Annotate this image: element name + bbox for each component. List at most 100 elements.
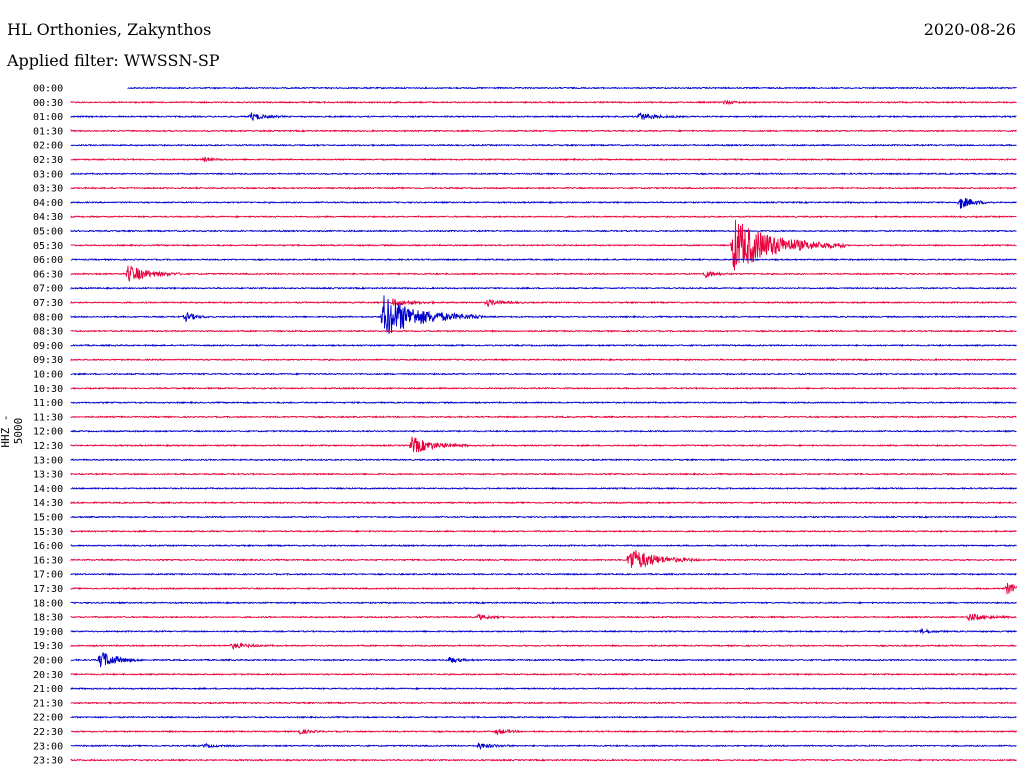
seismic-trace-2300	[70, 742, 1017, 751]
seismic-trace-1030	[70, 386, 1017, 390]
seismic-trace-1800	[70, 601, 1017, 605]
seismic-trace-1530	[70, 529, 1017, 534]
seismic-trace-1230	[70, 436, 1017, 453]
time-tick-label: 05:30	[33, 241, 63, 252]
time-tick-label: 09:30	[33, 355, 63, 366]
date-label: 2020-08-26	[923, 20, 1016, 39]
seismic-trace-0300	[70, 172, 1017, 176]
seismic-trace-2030	[70, 672, 1017, 676]
time-tick-label: 15:00	[33, 513, 63, 524]
time-tick-label: 12:30	[33, 441, 63, 452]
time-tick-label: 10:00	[33, 370, 63, 381]
seismic-trace-2230	[70, 728, 1017, 736]
time-tick-label: 06:30	[33, 269, 63, 280]
seismic-trace-0130	[70, 128, 1017, 133]
time-tick-label: 18:00	[33, 598, 63, 609]
time-tick-label: 20:00	[33, 656, 63, 667]
seismic-trace-2200	[70, 715, 1017, 719]
time-tick-label: 21:00	[33, 684, 63, 695]
time-tick-label: 14:00	[33, 484, 63, 495]
seismic-trace-2100	[70, 686, 1017, 691]
time-tick-label: 01:00	[33, 112, 63, 123]
seismic-trace-0230	[70, 156, 1017, 163]
time-tick-label: 00:00	[33, 84, 63, 95]
seismic-trace-1000	[70, 372, 1017, 376]
seismic-trace-1730	[70, 582, 1017, 595]
time-tick-label: 23:30	[33, 756, 63, 767]
time-tick-label: 12:00	[33, 427, 63, 438]
time-tick-label: 11:30	[33, 412, 63, 423]
time-tick-label: 19:00	[33, 627, 63, 638]
seismic-trace-1600	[70, 543, 1017, 548]
seismic-trace-0600	[70, 257, 1017, 262]
seismic-trace-0830	[70, 329, 1017, 333]
seismic-trace-2330	[70, 758, 1017, 762]
seismic-trace-0500	[70, 229, 1017, 233]
time-tick-label: 17:00	[33, 570, 63, 581]
time-tick-label: 21:30	[33, 698, 63, 709]
time-tick-label: 17:30	[33, 584, 63, 595]
time-tick-label: 02:00	[33, 141, 63, 152]
time-tick-label: 19:30	[33, 641, 63, 652]
time-tick-label: 22:30	[33, 727, 63, 738]
seismic-trace-0900	[70, 343, 1017, 348]
time-tick-label: 13:30	[33, 470, 63, 481]
seismic-trace-0030	[70, 99, 1017, 106]
seismic-trace-0330	[70, 186, 1017, 190]
time-tick-label: 14:30	[33, 498, 63, 509]
time-tick-label: 20:30	[33, 670, 63, 681]
seismic-trace-0430	[70, 214, 1017, 219]
seismic-trace-1330	[70, 472, 1017, 476]
seismic-trace-1630	[70, 550, 1017, 568]
seismic-trace-0400	[70, 197, 1017, 209]
seismic-trace-1500	[70, 515, 1017, 519]
time-tick-label: 13:00	[33, 455, 63, 466]
seismic-trace-0930	[70, 357, 1017, 362]
time-tick-label: 04:00	[33, 198, 63, 209]
time-tick-label: 05:00	[33, 227, 63, 238]
seismic-trace-0100	[70, 112, 1017, 122]
seismic-trace-0530	[70, 219, 1017, 271]
seismic-trace-0730	[70, 298, 1017, 308]
seismic-trace-1100	[70, 400, 1017, 405]
time-tick-label: 00:30	[33, 98, 63, 109]
seismic-trace-1930	[70, 642, 1017, 650]
seismic-trace-1400	[70, 486, 1017, 491]
seismic-trace-1430	[70, 500, 1017, 505]
seismic-trace-1830	[70, 613, 1017, 622]
time-tick-label: 18:30	[33, 613, 63, 624]
time-tick-label: 16:00	[33, 541, 63, 552]
station-title: HL Orthonies, Zakynthos	[7, 20, 212, 39]
time-tick-label: 10:30	[33, 384, 63, 395]
time-tick-label: 07:00	[33, 284, 63, 295]
time-tick-label: 08:00	[33, 312, 63, 323]
time-tick-label: 08:30	[33, 327, 63, 338]
time-tick-label: 07:30	[33, 298, 63, 309]
time-tick-label: 22:00	[33, 713, 63, 724]
seismic-trace-2000	[70, 652, 1017, 668]
filter-label: Applied filter: WWSSN-SP	[7, 51, 220, 70]
seismic-trace-2130	[70, 701, 1017, 705]
seismic-trace-1130	[70, 415, 1017, 419]
time-tick-label: 15:30	[33, 527, 63, 538]
time-tick-label: 03:00	[33, 169, 63, 180]
seismic-trace-0000	[127, 86, 1017, 90]
time-tick-label: 23:00	[33, 741, 63, 752]
seismic-trace-0630	[70, 265, 1017, 282]
time-tick-label: 06:00	[33, 255, 63, 266]
time-tick-label: 02:30	[33, 155, 63, 166]
seismic-trace-1700	[70, 572, 1017, 576]
seismic-trace-0800	[70, 295, 1017, 335]
seismic-trace-1900	[70, 627, 1017, 635]
time-tick-label: 09:00	[33, 341, 63, 352]
time-tick-label: 16:30	[33, 555, 63, 566]
time-tick-label: 04:30	[33, 212, 63, 223]
seismic-trace-1300	[70, 458, 1017, 462]
seismic-trace-0200	[70, 143, 1017, 147]
seismic-trace-0700	[70, 286, 1017, 291]
time-tick-label: 11:00	[33, 398, 63, 409]
time-tick-label: 01:30	[33, 126, 63, 137]
seismic-trace-1200	[70, 429, 1017, 433]
time-tick-label: 03:30	[33, 184, 63, 195]
